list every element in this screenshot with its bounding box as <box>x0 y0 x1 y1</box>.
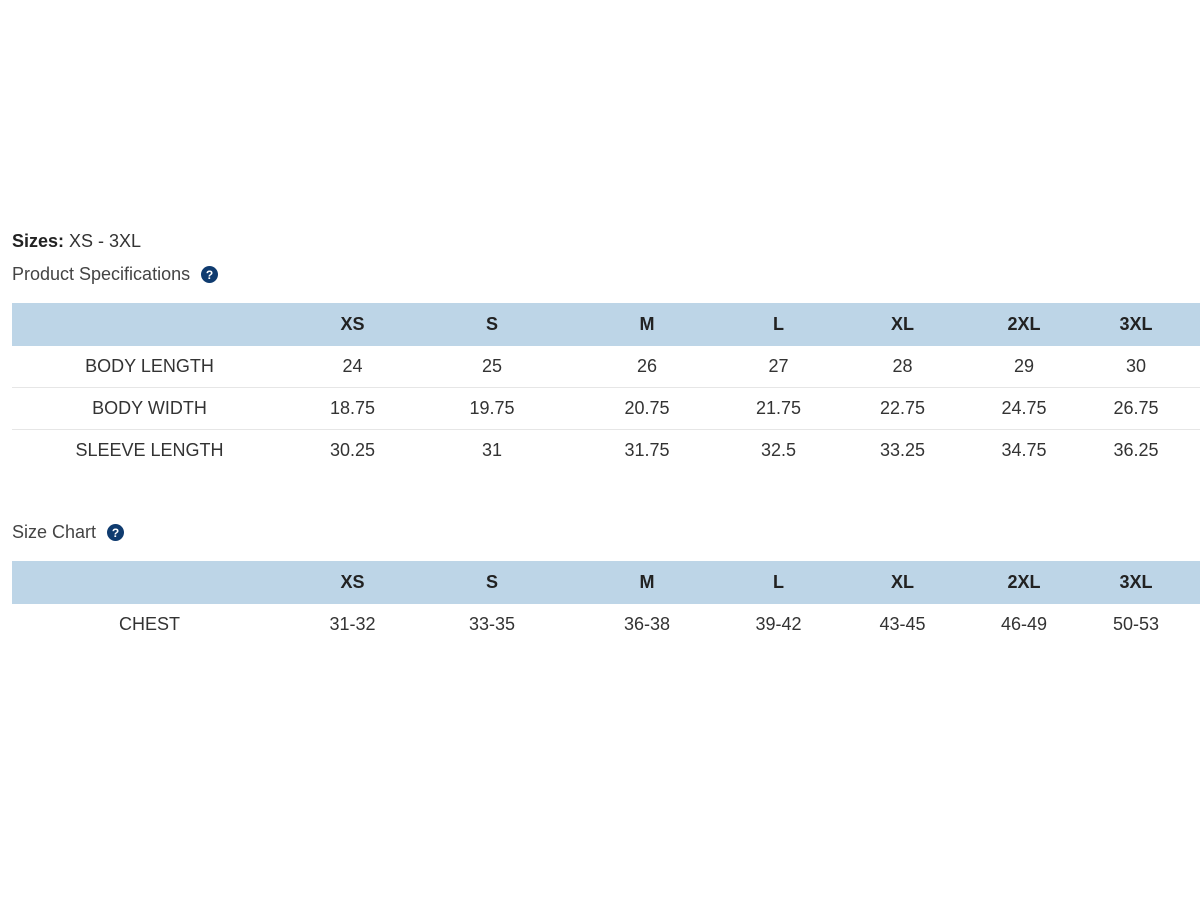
table-header-cell: XS <box>287 561 418 604</box>
table-cell: 39-42 <box>755 614 802 634</box>
table-header-cell: L <box>728 561 829 604</box>
table-header-cell: XL <box>829 303 976 346</box>
row-label: SLEEVE LENGTH <box>75 440 224 460</box>
table-cell: 20.75 <box>566 387 728 430</box>
table-cell: 27 <box>728 346 829 388</box>
table-header-cell: XL <box>829 561 976 604</box>
table-header-cell: M <box>566 303 728 346</box>
table-header-cell: 3XL <box>1072 561 1200 604</box>
question-circle-icon[interactable]: ? <box>107 524 125 541</box>
table-header-cell: 3XL <box>1072 303 1200 346</box>
table-header-cell: 2XL <box>976 561 1072 604</box>
table-cell: 30 <box>1072 346 1200 388</box>
table-header-cell: M <box>566 561 728 604</box>
table-cell: 24 <box>287 346 418 388</box>
table-header-cell: 2XL <box>976 303 1072 346</box>
question-circle-icon[interactable]: ? <box>201 266 219 283</box>
row-label: CHEST <box>118 614 180 634</box>
table-cell: 26 <box>566 346 728 388</box>
table-header-cell: S <box>418 561 566 604</box>
table-cell: 19.75 <box>418 387 566 430</box>
table-cell: 30.25 <box>329 440 376 460</box>
table-row: BODY WIDTH 18.75 19.75 20.75 21.75 22.75… <box>12 387 1200 430</box>
table-header-cell: S <box>418 303 566 346</box>
table-header-cell: XS <box>287 303 418 346</box>
table-row: CHEST 31-32 33-35 36-38 39-42 43-45 46-4… <box>12 604 1200 645</box>
table-cell: 25 <box>418 346 566 388</box>
table-cell: 36-38 <box>623 614 671 634</box>
table-cell: 31 <box>481 440 503 460</box>
row-label: BODY WIDTH <box>12 387 287 430</box>
product-specifications-table: XS S M L XL 2XL 3XL BODY LENGTH 24 25 26… <box>12 303 1200 471</box>
size-chart-heading: Size Chart ? <box>12 522 125 543</box>
table-cell: 50-53 <box>1112 614 1160 634</box>
table-cell: 26.75 <box>1072 387 1200 430</box>
sizes-label: Sizes: <box>12 231 65 251</box>
table-header-cell: L <box>728 303 829 346</box>
sizes-summary: Sizes: XS - 3XL <box>12 231 141 252</box>
table-cell: 24.75 <box>976 387 1072 430</box>
table-cell: 21.75 <box>728 387 829 430</box>
row-label: BODY LENGTH <box>12 346 287 388</box>
table-cell: 43-45 <box>879 614 926 634</box>
size-chart-title: Size Chart <box>12 522 97 542</box>
table-cell: 34.75 <box>1001 440 1047 460</box>
table-cell: 22.75 <box>829 387 976 430</box>
table-header-cell <box>12 561 287 604</box>
table-cell: 31.75 <box>624 440 670 460</box>
table-cell: 29 <box>976 346 1072 388</box>
table-cell: 33-35 <box>468 614 516 634</box>
table-row: BODY LENGTH 24 25 26 27 28 29 30 <box>12 346 1200 388</box>
table-cell: 46-49 <box>1000 614 1048 634</box>
sizes-value: XS - 3XL <box>64 231 142 251</box>
product-specifications-title: Product Specifications <box>12 264 191 284</box>
table-cell: 31-32 <box>329 614 376 634</box>
table-cell: 33.25 <box>879 440 926 460</box>
size-chart-table: XS S M L XL 2XL 3XL CHEST 31-32 33-35 36… <box>12 561 1200 645</box>
table-cell: 28 <box>829 346 976 388</box>
table-cell: 32.5 <box>760 440 797 460</box>
table-header-cell <box>12 303 287 346</box>
table-header-row: XS S M L XL 2XL 3XL <box>12 561 1200 604</box>
table-cell: 18.75 <box>287 387 418 430</box>
product-specifications-heading: Product Specifications ? <box>12 264 219 285</box>
table-cell: 36.25 <box>1113 440 1159 460</box>
table-row: SLEEVE LENGTH 30.25 31 31.75 32.5 33.25 … <box>12 430 1200 472</box>
table-header-row: XS S M L XL 2XL 3XL <box>12 303 1200 346</box>
